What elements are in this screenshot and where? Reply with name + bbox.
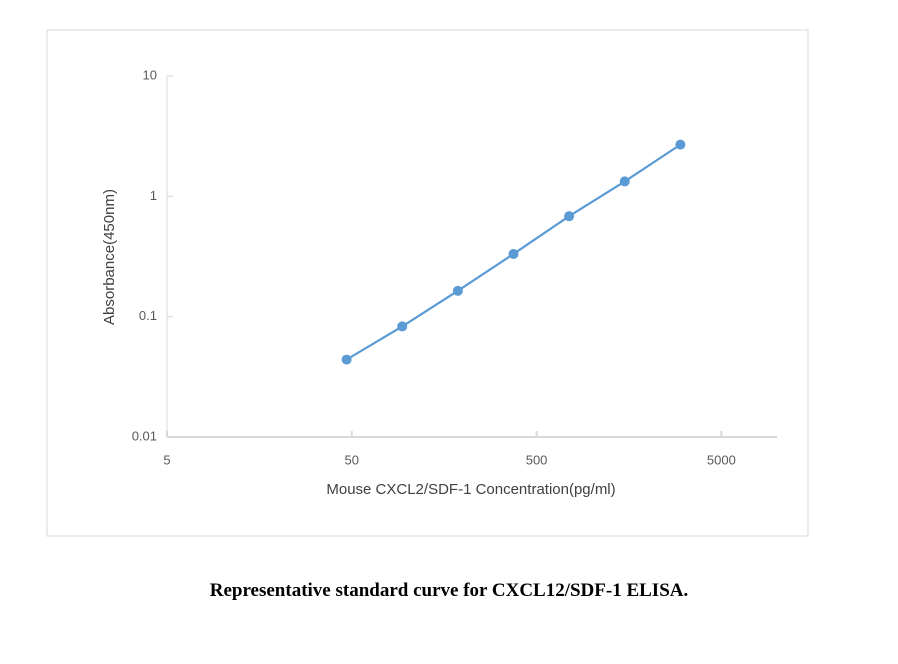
y-axis-label: Absorbance(450nm) [101,189,118,325]
data-point [564,211,575,222]
y-tick-label: 0.1 [139,308,157,323]
data-point [452,285,463,296]
chart: Mouse CXCL2/SDF-1 Concentration(pg/ml) A… [46,29,809,537]
y-tick-label: 1 [150,188,157,203]
x-tick-label: 50 [345,452,359,467]
data-point [508,248,519,259]
y-tick-label: 10 [143,67,157,82]
data-point [397,321,408,332]
data-point [675,139,686,150]
x-tick-label: 5 [163,452,170,467]
x-axis-label: Mouse CXCL2/SDF-1 Concentration(pg/ml) [326,481,615,498]
caption: Representative standard curve for CXCL12… [209,580,689,601]
chart-frame [46,29,809,537]
y-tick-label: 0.01 [132,428,157,443]
x-tick-label: 5000 [707,452,736,467]
data-point [341,354,352,365]
x-tick-label: 500 [526,452,548,467]
data-point [619,176,630,187]
